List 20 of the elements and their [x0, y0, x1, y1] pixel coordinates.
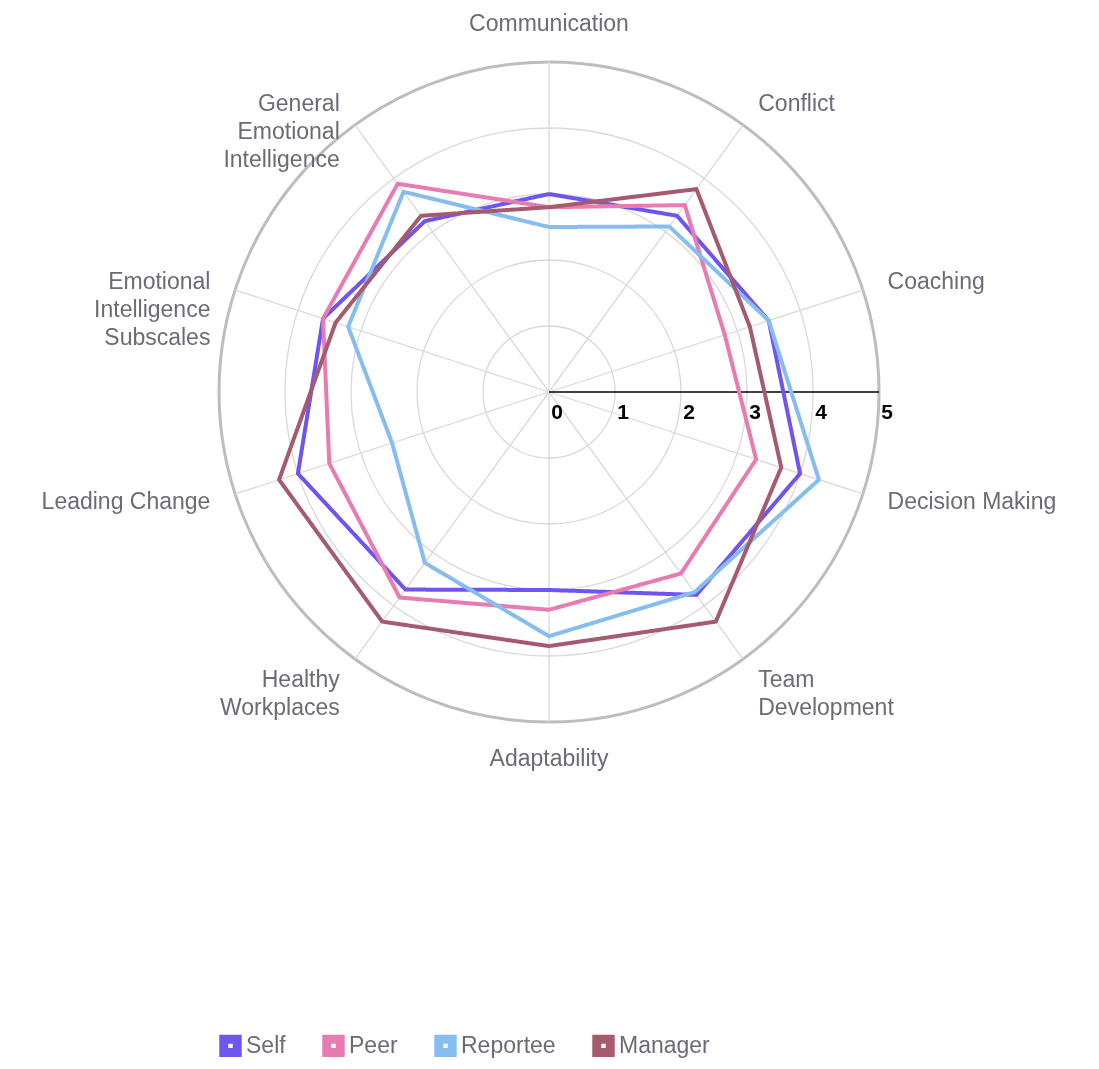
- y-tick-label: 5: [881, 400, 894, 423]
- spoke-label: Team Development: [758, 666, 895, 721]
- spoke-label: Emotional Intelligence Subscales: [94, 267, 211, 350]
- spoke-label: Leading Change: [41, 488, 211, 515]
- y-tick-label: 0: [551, 400, 563, 423]
- y-tick-label: 3: [749, 400, 761, 423]
- legend-label: Reportee: [461, 1031, 556, 1058]
- spoke-label: Healthy Workplaces: [220, 666, 341, 721]
- spoke-label: Conflict: [758, 89, 836, 116]
- legend-label: Self: [246, 1031, 287, 1058]
- spoke-label: Communication: [469, 10, 629, 36]
- y-tick-label: 4: [815, 400, 828, 423]
- spoke-label: Decision Making: [887, 488, 1057, 515]
- spoke-label: Adaptability: [489, 745, 609, 771]
- spoke-label: Coaching: [887, 267, 985, 294]
- legend-label: Manager: [619, 1031, 711, 1058]
- spoke-label: General Emotional Intelligence: [223, 89, 340, 172]
- y-tick-label: 1: [617, 400, 630, 423]
- legend-label: Peer: [349, 1031, 398, 1058]
- y-tick-label: 2: [683, 400, 695, 423]
